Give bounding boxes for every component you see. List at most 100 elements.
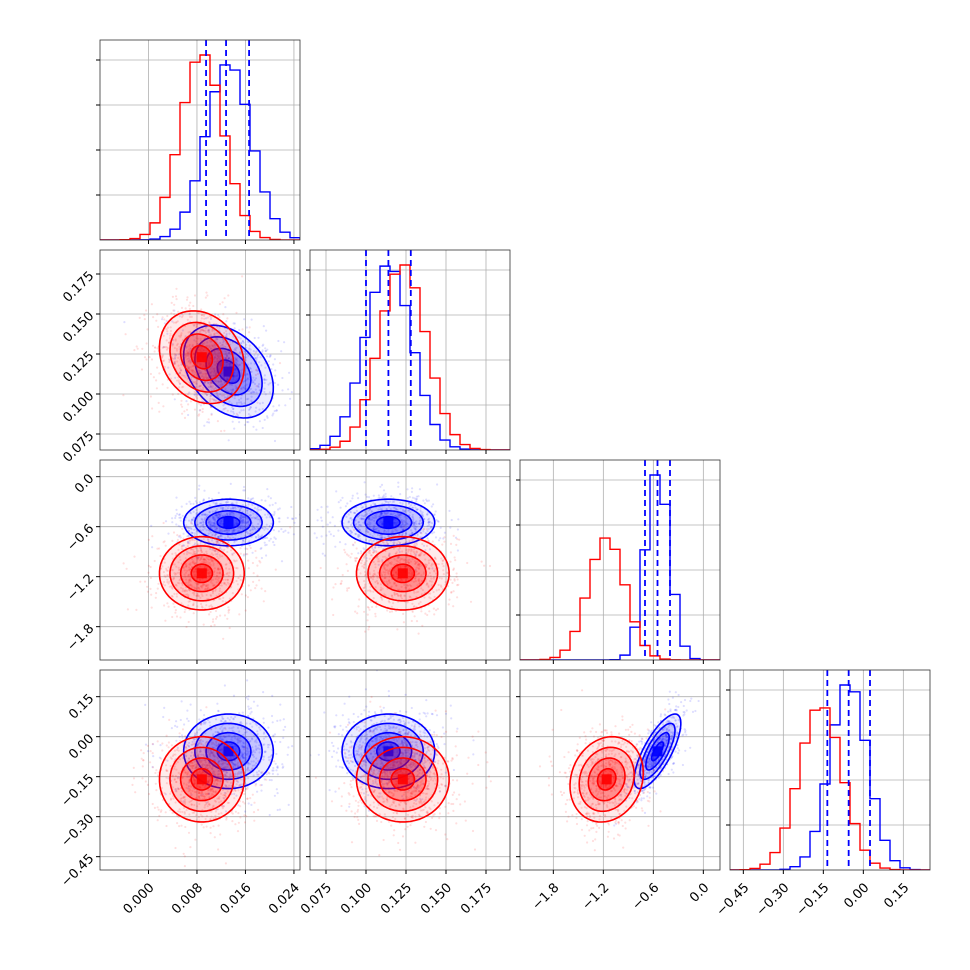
scatter-point xyxy=(179,336,182,339)
scatter-point xyxy=(252,774,255,777)
scatter-point xyxy=(240,527,243,530)
scatter-point xyxy=(187,331,190,334)
scatter-point xyxy=(349,532,352,535)
scatter-point xyxy=(235,501,238,504)
scatter-point xyxy=(171,521,174,524)
scatter-point xyxy=(202,364,205,367)
scatter-point xyxy=(201,342,204,345)
scatter-point xyxy=(188,578,191,582)
scatter-point xyxy=(257,383,261,386)
scatter-point xyxy=(409,596,412,599)
scatter-point xyxy=(241,755,244,758)
scatter-point xyxy=(209,394,213,397)
scatter-point xyxy=(186,541,189,544)
scatter-point xyxy=(212,516,215,519)
scatter-point xyxy=(406,523,409,526)
scatter-point xyxy=(417,495,420,498)
scatter-point xyxy=(426,513,429,516)
scatter-point xyxy=(396,513,399,517)
scatter-point xyxy=(176,360,179,363)
scatter-point xyxy=(448,509,451,512)
scatter-point xyxy=(212,590,215,593)
scatter-point xyxy=(247,584,250,587)
scatter-point xyxy=(235,566,238,570)
scatter-point xyxy=(402,525,405,528)
scatter-point xyxy=(363,586,366,590)
scatter-point xyxy=(263,418,266,421)
scatter-point xyxy=(403,558,406,561)
scatter-point xyxy=(178,371,181,375)
scatter-point xyxy=(199,739,202,742)
scatter-point xyxy=(201,314,204,317)
scatter-point xyxy=(191,345,194,348)
scatter-point xyxy=(217,314,220,317)
scatter-point xyxy=(246,532,249,535)
scatter-point xyxy=(389,500,392,503)
scatter-point xyxy=(210,412,213,415)
scatter-point xyxy=(215,360,218,363)
scatter-point xyxy=(192,552,195,556)
scatter-point xyxy=(332,586,335,589)
scatter-point xyxy=(205,376,208,379)
scatter-point xyxy=(217,512,220,515)
scatter-point xyxy=(209,340,212,343)
scatter-point xyxy=(191,369,194,372)
scatter-point xyxy=(243,318,246,321)
scatter-point xyxy=(235,361,238,365)
scatter-point xyxy=(224,529,227,532)
scatter-point xyxy=(230,513,233,517)
scatter-point xyxy=(367,551,370,554)
scatter-point xyxy=(236,373,239,377)
scatter-point xyxy=(153,559,156,563)
scatter-point xyxy=(398,514,401,517)
scatter-point xyxy=(402,519,406,522)
scatter-point xyxy=(196,337,199,340)
scatter-point xyxy=(275,752,278,756)
scatter-point xyxy=(404,532,407,535)
scatter-point xyxy=(207,571,211,574)
scatter-point xyxy=(401,523,404,526)
scatter-point xyxy=(243,521,246,525)
scatter-point xyxy=(389,562,392,565)
scatter-point xyxy=(190,522,193,525)
scatter-point xyxy=(223,381,227,384)
scatter-point xyxy=(222,394,225,397)
scatter-point xyxy=(185,754,188,757)
scatter-point xyxy=(214,517,217,521)
scatter-point xyxy=(187,574,190,577)
scatter-point xyxy=(264,536,267,539)
scatter-point xyxy=(238,509,242,512)
scatter-point xyxy=(174,516,177,520)
scatter-point xyxy=(232,407,235,411)
scatter-point xyxy=(255,368,258,371)
scatter-point xyxy=(379,515,382,518)
scatter-point xyxy=(431,522,434,525)
scatter-point xyxy=(364,574,367,577)
scatter-point xyxy=(156,366,159,369)
scatter-point xyxy=(182,385,185,388)
scatter-point xyxy=(381,495,385,498)
scatter-point xyxy=(162,521,165,525)
scatter-point xyxy=(242,409,245,412)
scatter-point xyxy=(236,530,240,533)
scatter-point xyxy=(270,522,273,525)
scatter-point xyxy=(415,591,418,594)
scatter-point xyxy=(380,513,383,516)
scatter-point xyxy=(414,528,417,531)
scatter-point xyxy=(196,323,199,326)
scatter-point xyxy=(274,374,277,377)
scatter-point xyxy=(385,556,388,560)
scatter-point xyxy=(368,549,371,552)
scatter-point xyxy=(204,558,207,561)
scatter-point xyxy=(177,524,180,528)
scatter-point xyxy=(419,531,422,534)
scatter-point xyxy=(196,397,199,400)
scatter-point xyxy=(208,331,211,334)
scatter-point xyxy=(196,594,199,597)
scatter-point xyxy=(208,361,211,364)
scatter-point xyxy=(238,364,241,367)
scatter-point xyxy=(146,590,149,593)
scatter-point xyxy=(169,329,173,333)
scatter-point xyxy=(190,531,193,534)
scatter-point xyxy=(252,753,255,757)
